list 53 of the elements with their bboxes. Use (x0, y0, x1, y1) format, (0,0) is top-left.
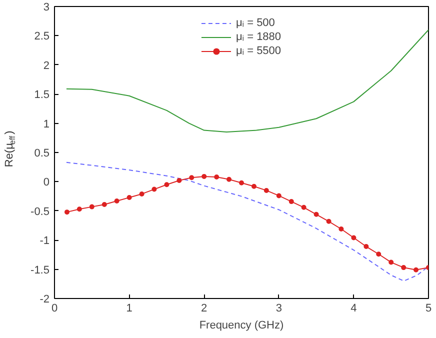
y-tick-label: -2 (40, 294, 50, 306)
x-tick-label: 4 (350, 302, 357, 314)
y-tick-label: 2.5 (34, 30, 50, 43)
point (164, 182, 170, 188)
legend-label: μᵢ = 1880 (236, 30, 282, 44)
point (102, 202, 107, 207)
x-tick-label: 2 (201, 302, 208, 314)
y-tick-label: 3 (43, 2, 50, 14)
point (314, 212, 319, 217)
point (351, 235, 356, 240)
legend-label: μᵢ = 5500 (236, 44, 282, 58)
x-tick-label: 1 (126, 302, 132, 314)
point (64, 210, 70, 215)
point (364, 244, 369, 250)
point (189, 175, 194, 180)
point (202, 174, 207, 179)
point (388, 260, 394, 265)
point (114, 198, 120, 204)
y-tick-label: -1 (40, 235, 50, 248)
y-tick-label: -1.5 (30, 264, 50, 276)
point (326, 218, 332, 224)
y-axis-title: Re(μeff) (4, 130, 17, 168)
y-tick-label: 2 (43, 60, 50, 72)
point (139, 191, 144, 196)
x-tick-label: 0 (51, 302, 58, 314)
point (288, 199, 294, 204)
y-tick-label: 1 (43, 118, 50, 130)
x-tick-label: 3 (276, 302, 282, 314)
legend-label: μᵢ = 500 (236, 16, 275, 30)
point (414, 267, 419, 272)
point (239, 180, 244, 186)
y-tick-label: 0 (43, 176, 50, 189)
line-series (66, 29, 428, 133)
y-tick-label: -0.5 (30, 206, 50, 218)
point (376, 252, 382, 257)
point (301, 204, 306, 210)
line-series (66, 162, 428, 282)
point (126, 194, 132, 200)
point (152, 186, 157, 192)
y-tick-label: 0.5 (34, 148, 50, 160)
point (276, 193, 282, 198)
point (226, 176, 232, 182)
point (338, 226, 344, 232)
point (214, 174, 220, 180)
y-tick-label: 1.5 (34, 89, 50, 102)
point (89, 204, 94, 210)
point (251, 184, 256, 189)
x-tick-label: 5 (425, 302, 432, 314)
point (76, 206, 82, 212)
point (401, 265, 406, 270)
point (264, 188, 269, 193)
point (176, 178, 182, 184)
x-axis-title: Frequency (GHz) (199, 320, 284, 332)
